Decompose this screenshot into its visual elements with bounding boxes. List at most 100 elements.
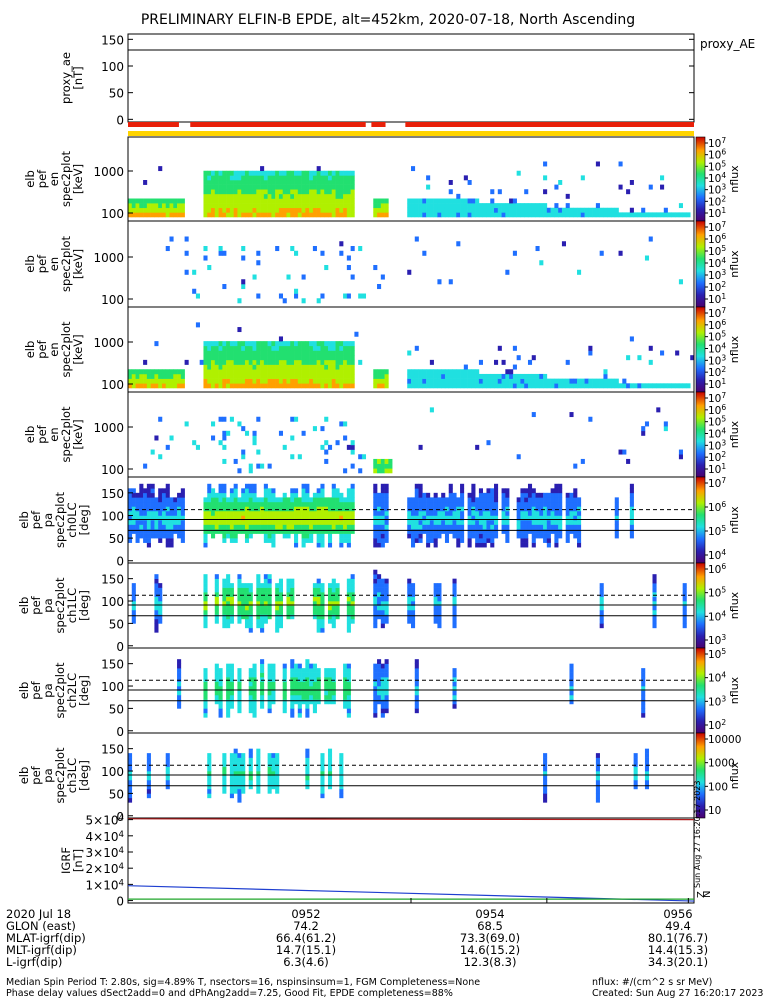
pitch-angle-cell xyxy=(471,483,476,489)
xaxis-row-value: 6.3(4.6) xyxy=(283,955,329,969)
pitch-angle-cell xyxy=(278,497,284,503)
spectrogram-cell xyxy=(309,350,314,356)
pitch-angle-cell xyxy=(452,501,457,507)
spectrogram-cell xyxy=(211,207,216,213)
pitch-angle-cell xyxy=(256,515,261,521)
pitch-angle-cell xyxy=(248,748,253,754)
pitch-angle-cell xyxy=(516,529,521,534)
pitch-angle-cell xyxy=(539,506,544,512)
pitch-angle-cell xyxy=(177,694,182,700)
pitch-angle-cell xyxy=(275,587,280,593)
spectrogram-cell xyxy=(309,369,314,375)
xaxis-row-value: 80.1(76.7) xyxy=(647,931,709,945)
spectrogram-cell xyxy=(222,350,227,356)
pitch-angle-cell xyxy=(267,574,272,579)
spectrogram-cell xyxy=(222,458,227,464)
spectrogram-cell xyxy=(531,355,536,361)
spectrogram-cell xyxy=(229,369,234,375)
spectrogram-cell xyxy=(252,430,257,436)
spectrogram-cell xyxy=(267,378,272,384)
spectrogram-cell xyxy=(429,407,434,413)
pitch-angle-cell xyxy=(180,515,185,521)
pitch-angle-cell xyxy=(652,574,657,579)
spectrogram-cell xyxy=(331,184,336,190)
igrf-series-line xyxy=(127,818,695,821)
pitch-angle-cell xyxy=(327,668,333,673)
pitch-angle-cell xyxy=(652,605,657,611)
pitch-angle-cell xyxy=(373,501,378,507)
spectrogram-cell xyxy=(218,364,223,370)
spectrogram-cell xyxy=(150,203,155,209)
spectrogram-cell xyxy=(131,203,136,209)
spectrogram-cell xyxy=(229,359,234,365)
pitch-angle-cell xyxy=(644,766,650,772)
pitch-angle-cell xyxy=(309,690,314,696)
pitch-angle-cell xyxy=(233,506,238,512)
spectrogram-cell xyxy=(543,189,548,195)
pitch-angle-cell xyxy=(143,506,148,512)
pitch-angle-cell xyxy=(346,538,351,543)
pitch-angle-cell xyxy=(346,583,351,588)
pitch-angle-cell xyxy=(256,779,261,785)
spectrogram-cell xyxy=(320,198,325,204)
xaxis-row-value: 14.6(15.2) xyxy=(459,943,521,957)
spectrogram-cell xyxy=(256,378,261,384)
spectrogram-cell xyxy=(312,350,317,356)
xaxis-row-label: MLT-igrf(dip) xyxy=(6,943,77,957)
pitch-angle-cell xyxy=(569,492,574,498)
spectrogram-cell xyxy=(343,189,348,195)
spectrogram-cell xyxy=(327,170,333,176)
spectrogram-cell xyxy=(260,378,265,384)
pitch-angle-cell xyxy=(222,592,227,597)
spectrogram-cell xyxy=(426,207,431,213)
pitch-angle-cell xyxy=(346,614,351,620)
pitch-angle-cell xyxy=(437,510,442,516)
pitch-angle-cell xyxy=(482,524,487,530)
pitch-angle-cell xyxy=(128,506,133,512)
pitch-angle-cell xyxy=(377,583,382,588)
spectrogram-cell xyxy=(301,350,306,356)
pitch-angle-cell xyxy=(256,506,261,512)
pitch-angle-cell xyxy=(161,501,167,507)
spectrogram-cell xyxy=(414,207,419,213)
pitch-angle-cell xyxy=(418,497,423,503)
spectrogram-cell xyxy=(297,184,302,190)
pitch-angle-cell xyxy=(346,492,351,498)
spectrogram-cell xyxy=(373,212,378,218)
spectrogram-cell xyxy=(441,369,446,375)
pitch-angle-cell xyxy=(595,753,600,758)
spectrogram-cell xyxy=(267,369,272,375)
pitch-angle-cell xyxy=(305,672,310,678)
spectrogram-cell xyxy=(527,212,533,218)
spectrogram-cell xyxy=(237,193,242,199)
pitch-angle-cell xyxy=(256,762,261,767)
pitch-angle-cell xyxy=(350,492,355,498)
pitch-angle-cell xyxy=(312,703,317,709)
spectrogram-cell xyxy=(214,373,219,379)
pitch-angle-cell xyxy=(346,524,351,530)
pitch-angle-cell xyxy=(327,520,333,525)
pitch-angle-cell xyxy=(229,766,234,772)
spectrogram-cell xyxy=(554,184,559,190)
pitch-angle-cell xyxy=(554,520,559,525)
pitch-angle-cell xyxy=(248,506,253,512)
pitch-angle-cell xyxy=(339,784,344,790)
spectrogram-cell xyxy=(263,198,268,204)
spectrogram-cell xyxy=(339,383,344,389)
pitch-angle-cell xyxy=(290,677,295,682)
spectrogram-cell xyxy=(248,193,253,199)
spectrogram-cell xyxy=(497,189,502,195)
spectrogram-cell xyxy=(218,345,223,351)
spectrogram-cell xyxy=(580,378,585,384)
pitch-angle-cell xyxy=(180,510,185,516)
pitch-angle-cell xyxy=(456,520,461,525)
pitch-angle-cell xyxy=(161,520,167,525)
pitch-angle-cell xyxy=(218,524,223,530)
en-spec-0-ylabel-4: [keV] xyxy=(71,164,85,194)
spectrogram-cell xyxy=(229,350,234,356)
pitch-angle-cell xyxy=(339,497,344,503)
spectrogram-cell xyxy=(184,236,189,242)
pitch-angle-cell xyxy=(316,596,321,602)
pitch-angle-cell xyxy=(524,520,529,525)
spectrogram-cell xyxy=(214,207,219,213)
